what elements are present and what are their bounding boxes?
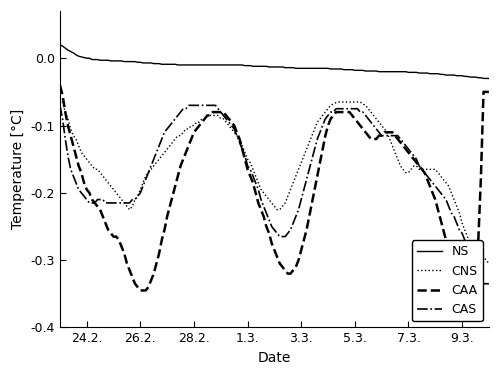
X-axis label: Date: Date xyxy=(258,351,291,365)
NS xyxy=(199,63,205,67)
CAS xyxy=(480,282,486,286)
CAA xyxy=(467,288,473,293)
CAS xyxy=(435,187,441,192)
CNS xyxy=(464,234,470,239)
NS xyxy=(414,70,420,74)
Legend: NS, CNS, CAA, CAS: NS, CNS, CAA, CAS xyxy=(412,241,482,321)
CNS xyxy=(435,170,441,175)
NS xyxy=(215,63,221,67)
Line: NS: NS xyxy=(60,45,489,79)
CNS xyxy=(175,133,181,138)
Line: CNS: CNS xyxy=(60,99,489,264)
NS xyxy=(435,71,441,76)
CAS xyxy=(57,103,63,108)
CNS xyxy=(57,96,63,101)
NS xyxy=(480,76,486,81)
CAS xyxy=(199,103,205,108)
NS xyxy=(57,42,63,47)
Line: CAS: CAS xyxy=(60,105,489,284)
NS xyxy=(175,63,181,67)
CNS xyxy=(199,117,205,121)
NS xyxy=(464,74,470,79)
Line: CAA: CAA xyxy=(60,85,489,297)
Y-axis label: Temperature [°C]: Temperature [°C] xyxy=(11,109,25,229)
CNS xyxy=(414,164,420,168)
CAS xyxy=(464,248,470,252)
CAA xyxy=(199,120,205,124)
CAS xyxy=(414,157,420,161)
CAA xyxy=(486,89,492,94)
CAS xyxy=(215,106,221,111)
NS xyxy=(486,76,492,81)
CAA xyxy=(414,160,420,165)
CAA xyxy=(435,208,441,212)
CNS xyxy=(215,113,221,118)
CAA xyxy=(57,83,63,87)
CAS xyxy=(486,282,492,286)
CAA xyxy=(215,110,221,114)
CAA xyxy=(462,295,468,299)
CAS xyxy=(175,113,181,118)
CNS xyxy=(486,261,492,266)
CAA xyxy=(175,174,181,178)
